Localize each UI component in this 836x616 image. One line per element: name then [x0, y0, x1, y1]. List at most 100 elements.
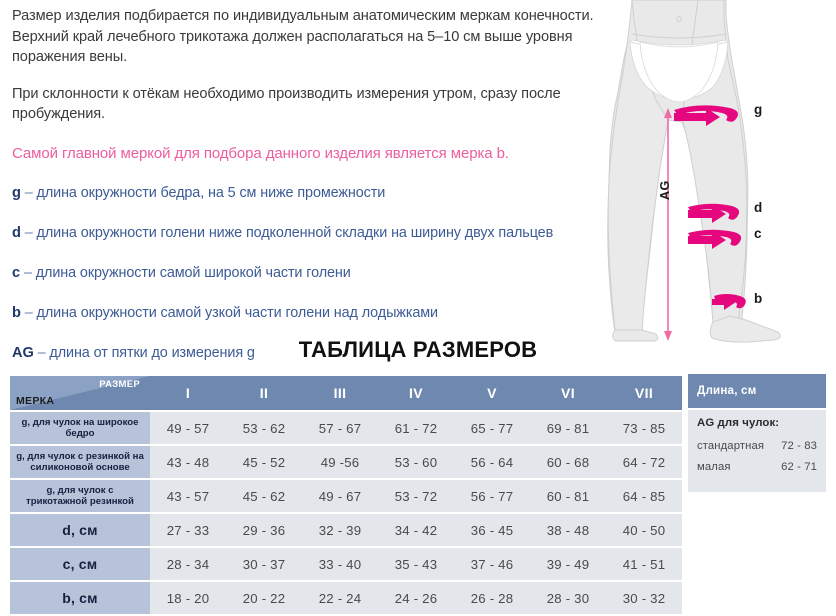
cell: 73 - 85	[606, 412, 682, 444]
size-column-6: VI	[530, 376, 606, 410]
label-c: c	[754, 226, 762, 241]
row-label-g-wide-hip: g, для чулок на широкое бедро	[10, 412, 150, 444]
measure-band-b	[712, 294, 746, 310]
cell: 61 - 72	[378, 412, 454, 444]
length-row-small: малая 62 - 71	[697, 461, 817, 473]
corner-header-cell: РАЗМЕР МЕРКА	[10, 376, 150, 410]
measure-band-c	[688, 229, 742, 249]
measurement-definitions: g – длина окружности бедра, на 5 см ниже…	[12, 184, 612, 363]
size-chart-page: Размер изделия подбирается по индивидуал…	[10, 0, 826, 614]
definition-dash-b: –	[24, 304, 33, 321]
size-table: РАЗМЕР МЕРКА I II III IV V VI VII g, для…	[10, 374, 682, 616]
table-header-row: РАЗМЕР МЕРКА I II III IV V VI VII	[10, 376, 682, 410]
intro-paragraph-1: Размер изделия подбирается по индивидуал…	[12, 8, 594, 65]
navel-icon	[676, 16, 682, 22]
corner-size-label: РАЗМЕР	[99, 379, 140, 390]
cell: 28 - 30	[530, 582, 606, 614]
cell: 49 - 57	[150, 412, 226, 444]
cell: 20 - 22	[226, 582, 302, 614]
row-label-g-silicone: g, для чулок с резинкой на силиконовой о…	[10, 446, 150, 478]
definition-dash-g: –	[24, 184, 33, 201]
length-row-standard: стандартная 72 - 83	[697, 440, 817, 452]
cell: 65 - 77	[454, 412, 530, 444]
label-b: b	[754, 291, 763, 306]
cell: 27 - 33	[150, 514, 226, 546]
cell: 45 - 62	[226, 480, 302, 512]
cell: 49 - 67	[302, 480, 378, 512]
cell: 37 - 46	[454, 548, 530, 580]
table-row: c, см 28 - 34 30 - 37 33 - 40 35 - 43 37…	[10, 548, 682, 580]
cell: 35 - 43	[378, 548, 454, 580]
cell: 57 - 67	[302, 412, 378, 444]
cell: 53 - 72	[378, 480, 454, 512]
intro-paragraph-2: При склонности к отёкам необходимо произ…	[12, 85, 561, 123]
row-label-b: b, см	[10, 582, 150, 614]
length-panel-body: AG для чулок: стандартная 72 - 83 малая …	[688, 410, 826, 492]
instructions-column: Размер изделия подбирается по индивидуал…	[12, 6, 612, 384]
cell: 56 - 77	[454, 480, 530, 512]
cell: 49 -56	[302, 446, 378, 478]
label-g: g	[754, 102, 763, 117]
label-ag: AG	[658, 180, 672, 200]
size-column-4: IV	[378, 376, 454, 410]
cell: 32 - 39	[302, 514, 378, 546]
definition-ag: AG – длина от пятки до измерения g	[12, 344, 612, 363]
cell: 60 - 81	[530, 480, 606, 512]
length-panel-header: Длина, см	[688, 374, 826, 408]
definition-d: d – длина окружности голени ниже подколе…	[12, 224, 612, 243]
label-d: d	[754, 200, 763, 215]
length-row-standard-value: 72 - 83	[781, 440, 817, 452]
definition-dash-d: –	[24, 224, 33, 241]
table-row: g, для чулок с резинкой на силиконовой о…	[10, 446, 682, 478]
table-row: b, см 18 - 20 20 - 22 22 - 24 24 - 26 26…	[10, 582, 682, 614]
size-table-body: g, для чулок на широкое бедро 49 - 57 53…	[10, 412, 682, 614]
definition-key-d: d	[12, 224, 21, 241]
definition-c: c – длина окружности самой широкой части…	[12, 264, 612, 283]
size-column-7: VII	[606, 376, 682, 410]
size-column-1: I	[150, 376, 226, 410]
left-leg	[607, 0, 669, 342]
cell: 43 - 48	[150, 446, 226, 478]
female-legs-diagram	[607, 0, 781, 343]
definition-text-c: длина окружности самой широкой части гол…	[35, 264, 351, 281]
definition-key-ag: AG	[12, 344, 34, 361]
definition-text-g: длина окружности бедра, на 5 см ниже про…	[36, 184, 386, 201]
definition-dash-c: –	[23, 264, 32, 281]
underwear-front	[639, 41, 719, 103]
definition-key-b: b	[12, 304, 21, 321]
table-title: ТАБЛИЦА РАЗМЕРОВ	[298, 337, 538, 362]
cell: 24 - 26	[378, 582, 454, 614]
cell: 43 - 57	[150, 480, 226, 512]
row-label-g-knit: g, для чулок с трикотажной резинкой	[10, 480, 150, 512]
definition-key-g: g	[12, 184, 21, 201]
cell: 18 - 20	[150, 582, 226, 614]
definition-key-c: c	[12, 264, 21, 281]
definition-text-ag: длина от пятки до измерения g	[49, 344, 255, 361]
size-table-head: РАЗМЕР МЕРКА I II III IV V VI VII	[10, 376, 682, 410]
cell: 33 - 40	[302, 548, 378, 580]
ag-dimension-arrow	[664, 108, 672, 341]
cell: 40 - 50	[606, 514, 682, 546]
length-row-small-name: малая	[697, 461, 731, 473]
table-row: g, для чулок с трикотажной резинкой 43 -…	[10, 480, 682, 512]
definition-b: b – длина окружности самой узкой части г…	[12, 304, 612, 323]
corner-measure-label: МЕРКА	[16, 395, 55, 407]
cell: 53 - 60	[378, 446, 454, 478]
length-panel-title: AG для чулок:	[697, 417, 780, 429]
cell: 34 - 42	[378, 514, 454, 546]
waistband-line	[631, 33, 727, 39]
table-row: d, см 27 - 33 29 - 36 32 - 39 34 - 42 36…	[10, 514, 682, 546]
cell: 36 - 45	[454, 514, 530, 546]
size-table-area: РАЗМЕР МЕРКА I II III IV V VI VII g, для…	[10, 374, 826, 616]
cell: 45 - 52	[226, 446, 302, 478]
definition-text-b: длина окружности самой узкой части голен…	[36, 304, 439, 321]
definition-g: g – длина окружности бедра, на 5 см ниже…	[12, 184, 612, 203]
cell: 64 - 85	[606, 480, 682, 512]
length-panel: Длина, см AG для чулок: стандартная 72 -…	[688, 374, 826, 492]
length-row-small-value: 62 - 71	[781, 461, 817, 473]
definition-dash-ag: –	[37, 344, 46, 361]
measure-band-g	[674, 105, 738, 126]
size-column-5: V	[454, 376, 530, 410]
corner-diagonal	[10, 376, 150, 410]
row-label-d: d, см	[10, 514, 150, 546]
